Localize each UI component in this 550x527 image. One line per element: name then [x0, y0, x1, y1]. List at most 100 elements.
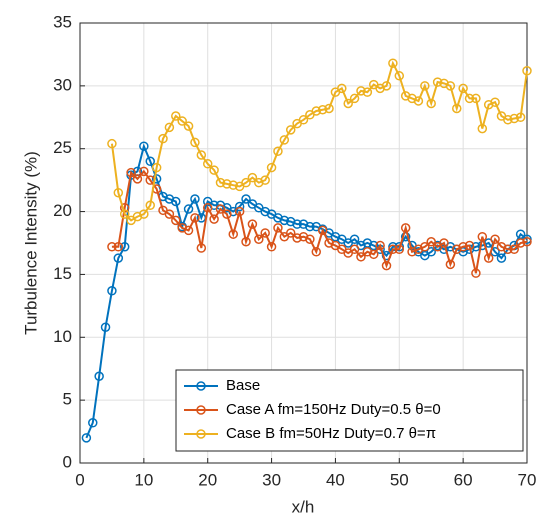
data-point	[139, 209, 149, 219]
data-point	[234, 201, 245, 212]
data-point	[426, 236, 436, 247]
data-point	[183, 225, 194, 236]
y-tick-label: 20	[53, 201, 72, 220]
data-point	[183, 204, 194, 214]
legend-marker	[196, 429, 206, 439]
data-point	[292, 219, 302, 229]
data-point	[394, 244, 405, 255]
data-point	[509, 113, 519, 124]
x-tick-label: 10	[134, 470, 153, 489]
data-point	[113, 187, 124, 198]
data-point	[311, 247, 322, 257]
data-point	[400, 231, 411, 242]
data-point	[196, 243, 207, 253]
data-point	[151, 162, 162, 173]
data-point	[177, 116, 187, 126]
data-point	[413, 96, 424, 106]
legend-label: Case A fm=150Hz Duty=0.5 θ=0	[226, 401, 441, 418]
data-point	[471, 93, 481, 104]
legend-marker	[196, 405, 206, 415]
data-point	[503, 115, 513, 125]
data-point	[515, 229, 526, 239]
data-point	[490, 234, 500, 244]
data-point	[362, 87, 373, 97]
data-point	[349, 93, 360, 104]
data-point	[400, 223, 411, 233]
legend-label: Case B fm=50Hz Duty=0.7 θ=π	[226, 425, 436, 442]
data-point	[305, 234, 315, 244]
data-point	[394, 71, 405, 81]
data-point	[126, 167, 136, 178]
data-point	[279, 215, 290, 226]
data-point	[356, 86, 366, 96]
data-point	[132, 174, 143, 184]
y-tick-label: 35	[53, 12, 72, 31]
x-tick-label: 20	[198, 470, 217, 489]
data-point	[171, 111, 181, 121]
data-point	[464, 93, 475, 104]
data-point	[107, 286, 117, 296]
x-tick-label: 30	[262, 470, 281, 489]
data-point	[222, 209, 232, 219]
data-point	[234, 206, 245, 217]
data-point	[273, 146, 283, 156]
data-point	[190, 194, 200, 204]
data-point	[209, 214, 219, 224]
data-point	[381, 260, 392, 271]
y-tick-label: 5	[63, 390, 72, 409]
x-tick-label: 50	[390, 470, 409, 489]
data-point	[100, 322, 111, 332]
data-point	[119, 242, 130, 252]
data-point	[477, 123, 488, 134]
data-point	[349, 234, 360, 244]
data-point	[420, 81, 430, 91]
data-point	[298, 115, 309, 125]
y-tick-label: 0	[63, 452, 72, 471]
data-point	[324, 103, 334, 114]
data-point	[464, 240, 475, 251]
data-point	[490, 97, 500, 107]
data-point	[88, 418, 98, 428]
data-point	[139, 141, 149, 151]
data-point	[420, 242, 430, 252]
data-point	[202, 159, 213, 169]
data-point	[215, 177, 226, 188]
data-point	[496, 253, 507, 263]
data-point	[190, 213, 200, 223]
y-tick-label: 15	[53, 264, 72, 283]
data-point	[388, 58, 398, 68]
data-point	[432, 77, 443, 87]
data-point	[388, 244, 398, 255]
data-point	[317, 104, 328, 115]
x-tick-label: 40	[326, 470, 345, 489]
data-point	[483, 253, 494, 263]
data-point	[164, 122, 175, 133]
data-point	[285, 125, 296, 135]
data-point	[145, 200, 155, 211]
data-point	[266, 242, 277, 252]
data-point	[119, 209, 130, 219]
data-point	[107, 138, 117, 149]
data-point	[145, 156, 155, 167]
y-axis-label: Turbulence Intensity (%)	[21, 151, 40, 335]
data-point	[426, 98, 436, 109]
data-point	[228, 229, 239, 239]
data-point	[113, 253, 124, 263]
data-point	[241, 194, 251, 204]
legend-box	[175, 369, 524, 452]
data-point	[183, 121, 194, 131]
data-point	[426, 247, 436, 257]
x-tick-label: 60	[454, 470, 473, 489]
data-point	[445, 81, 456, 91]
data-point	[503, 244, 513, 255]
data-point	[311, 106, 322, 116]
data-point	[113, 242, 124, 252]
data-point	[458, 242, 468, 252]
data-point	[471, 268, 481, 278]
data-point	[305, 221, 315, 232]
x-tick-label: 0	[75, 470, 84, 489]
data-point	[254, 234, 264, 244]
data-point	[439, 238, 449, 248]
data-point	[202, 203, 213, 213]
